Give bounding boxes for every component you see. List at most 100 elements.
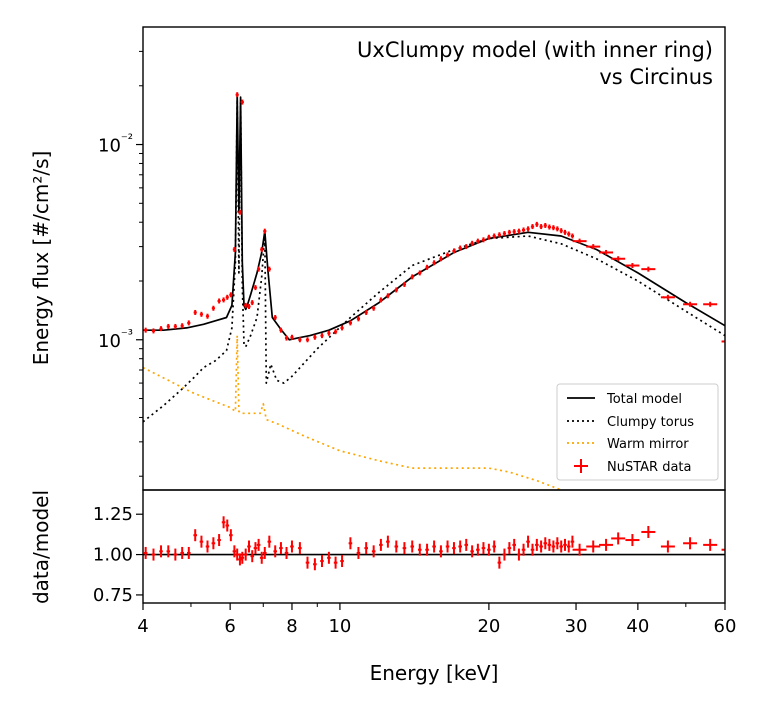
data-point [364, 309, 368, 315]
ratio-point [563, 538, 567, 551]
legend-swatch-nustar-data [574, 459, 588, 473]
ratio-point [298, 542, 302, 555]
x-tick-label: 4 [137, 616, 148, 637]
data-point [539, 224, 543, 230]
ratio-point [570, 535, 575, 548]
data-point [166, 323, 170, 329]
ratio-point [452, 542, 456, 555]
legend: Total model Clumpy torus Warm mirror NuS… [556, 383, 719, 481]
data-point [379, 297, 383, 303]
main-y-tick-label: 10⁻³ [98, 328, 133, 352]
ratio-plot-area [143, 516, 725, 571]
ratio-point [535, 538, 539, 551]
data-point [470, 240, 474, 246]
data-point [199, 311, 204, 317]
ratio-point [235, 548, 239, 561]
data-point [348, 320, 353, 326]
x-tick-label: 20 [477, 616, 500, 637]
data-point [187, 320, 191, 326]
data-point [410, 274, 414, 280]
data-point [452, 248, 456, 254]
ratio-point [572, 543, 587, 556]
ratio-point [199, 535, 204, 548]
data-point [333, 329, 338, 335]
data-point [641, 266, 656, 272]
data-point [535, 221, 539, 227]
x-tick-label: 40 [626, 616, 649, 637]
ratio-panel-frame [142, 489, 726, 604]
data-point [570, 233, 575, 239]
ratio-point [481, 542, 486, 555]
ratio-point [425, 543, 429, 556]
data-point [517, 228, 521, 234]
ratio-point [464, 538, 469, 551]
ratio-point [173, 548, 178, 561]
data-point [543, 222, 547, 228]
data-point [151, 328, 156, 334]
data-point [530, 224, 535, 230]
x-tick-label: 60 [714, 616, 737, 637]
ratio-point [402, 542, 407, 555]
ratio-point [721, 548, 725, 551]
data-point [487, 234, 491, 240]
data-point [372, 305, 376, 311]
data-point [586, 244, 601, 250]
data-point [180, 323, 184, 329]
data-point [660, 294, 675, 300]
data-point [250, 300, 254, 306]
data-point [394, 287, 398, 293]
data-point [507, 229, 511, 235]
ratio-point [253, 542, 258, 555]
data-point [721, 340, 725, 343]
data-point [572, 238, 587, 244]
ratio-point [225, 519, 230, 532]
data-point [320, 333, 324, 339]
ratio-point [238, 553, 242, 566]
ratio-point [232, 545, 237, 558]
ratio-point [521, 543, 526, 556]
main-plot-area [143, 92, 725, 490]
ratio-point [502, 548, 507, 561]
ratio-point [555, 537, 560, 550]
data-point [512, 229, 516, 235]
ratio-point [683, 537, 698, 550]
ratio-point [586, 540, 601, 553]
data-point [555, 226, 559, 232]
ratio-point [512, 538, 517, 551]
data-point [340, 325, 344, 331]
series-line-total-model [143, 93, 725, 341]
data-point [260, 246, 264, 252]
ratio-point [180, 546, 184, 559]
legend-box [556, 383, 719, 481]
ratio-point [660, 540, 675, 553]
ratio-y-axis: 0.75 1.00 1.25 [93, 504, 143, 606]
data-point [159, 326, 163, 332]
data-point [402, 281, 407, 287]
data-point [611, 256, 626, 262]
ratio-point [394, 540, 399, 553]
data-point [263, 228, 267, 234]
ratio-point [470, 545, 474, 558]
data-point [563, 229, 567, 235]
ratio-point [543, 537, 548, 550]
ratio-point [159, 545, 163, 558]
data-point [526, 226, 530, 232]
ratio-point [625, 534, 640, 547]
data-point [284, 335, 289, 341]
data-point [244, 302, 248, 308]
ratio-y-tick-label: 1.00 [93, 545, 133, 566]
main-y-axis: 10⁻³ 10⁻² [98, 50, 143, 477]
ratio-point [186, 546, 191, 559]
ratio-point [240, 551, 245, 564]
ratio-point [458, 540, 462, 553]
ratio-point [259, 551, 264, 564]
ratio-point [284, 546, 289, 559]
data-point [298, 337, 302, 343]
data-point [625, 263, 640, 269]
ratio-point [379, 538, 383, 551]
ratio-point [262, 546, 267, 559]
data-point [425, 264, 429, 270]
ratio-point [547, 538, 552, 551]
series-line-clumpy-torus [143, 98, 725, 423]
data-point [703, 301, 718, 307]
